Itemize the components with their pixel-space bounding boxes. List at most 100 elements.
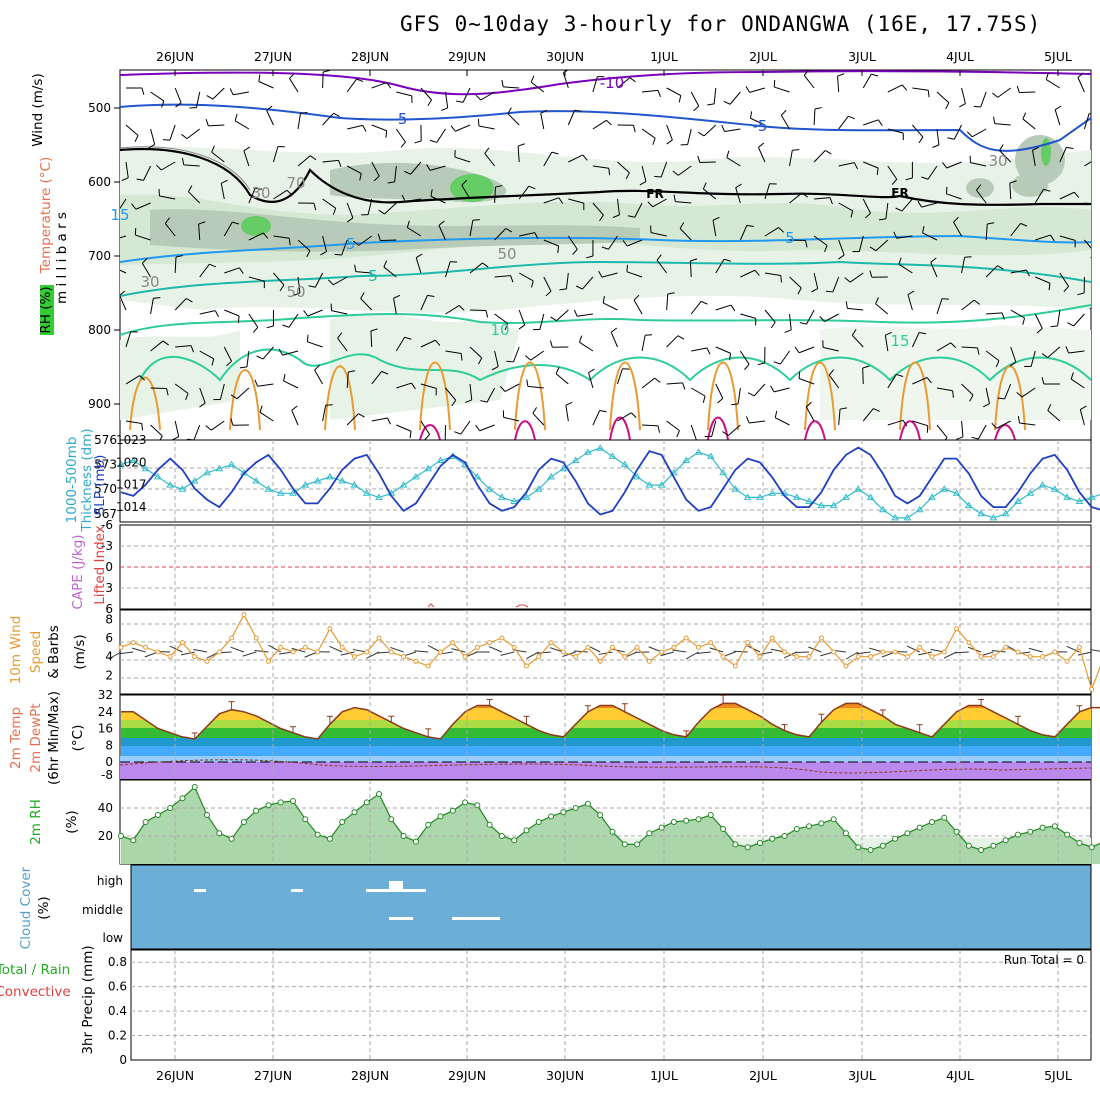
wind-barb-flag (973, 105, 981, 108)
wind-barb (135, 202, 151, 210)
wind-barb (1035, 234, 1051, 241)
wind-barb-flag (288, 238, 291, 246)
top-date-label: 29JUN (448, 49, 486, 64)
wind10m-tick-label: 2 (105, 668, 113, 682)
wind10m-barb (451, 648, 466, 653)
wind-barb (577, 313, 593, 317)
slp-axis-label: SLP (mb) (92, 455, 108, 516)
thickness-markers (117, 444, 1096, 521)
wind-barb-flag (654, 377, 661, 383)
wind-barb (257, 383, 274, 387)
thickness-tick-label: 567 (94, 507, 117, 521)
wind-barb (1034, 313, 1043, 329)
wind-barb-flag (735, 183, 742, 189)
thickness-marker (608, 452, 617, 459)
cloud-background (130, 864, 1092, 950)
wind-barb (838, 239, 845, 256)
thickness-marker (362, 489, 371, 496)
wind10m-marker (696, 644, 702, 650)
wind-barb-flag (506, 360, 514, 363)
wind-barb-flag (346, 217, 354, 223)
wind-barb (985, 224, 988, 241)
wind-barb (494, 228, 507, 241)
wind-barb-flag (1009, 180, 1017, 184)
wind-barb (195, 91, 201, 108)
wind-barb (617, 198, 620, 215)
rh2m-fill (121, 787, 1100, 864)
wind-barb (1034, 189, 1044, 204)
li-grid (120, 525, 1091, 609)
wind-barb-flag (475, 424, 481, 432)
rh2m-marker (658, 824, 665, 831)
wind-barb (125, 375, 140, 385)
wind-barb-flag (190, 345, 194, 353)
wind-barb (875, 303, 889, 315)
wind-barb (262, 346, 274, 360)
wind-barb-flag (811, 288, 818, 293)
wind-barb-flag (586, 255, 594, 259)
wind-barb (634, 202, 643, 218)
wind-barb-flag (922, 226, 925, 234)
rh2m-marker (756, 840, 763, 846)
wind-barb-flag (121, 177, 129, 182)
thickness-marker (756, 493, 764, 500)
slp-tick-label: 1020 (116, 455, 147, 469)
rh2m-tick-label: 40 (98, 801, 113, 815)
wind-barb (530, 350, 545, 361)
wind-barb-flag (723, 258, 731, 262)
wind10m-unit-label: (m/s) (72, 634, 88, 669)
wind-barb (504, 383, 520, 392)
rh2m-marker (167, 805, 174, 811)
wind10m-barb (686, 651, 699, 660)
wind10m-marker (622, 654, 628, 660)
wind10m-marker (794, 654, 800, 660)
wind10m-marker (806, 654, 812, 660)
thickness-marker (215, 464, 224, 472)
wind10m-marker (1089, 686, 1095, 692)
rh2m-marker (388, 816, 395, 823)
wind-barb (125, 161, 129, 178)
wind-barb (814, 197, 831, 200)
wind-barb (494, 350, 499, 367)
wind-barb-flag (252, 326, 259, 333)
wind-barb (410, 161, 422, 175)
wind-barb (912, 87, 929, 91)
wind-barb-flag (805, 401, 812, 408)
upper-air-panel: -10 -5 -5 -5 5 5 10 15 15 FR FR 30 70 30 50 50 30 500 600… (30, 69, 1100, 441)
wind10m-marker (708, 640, 714, 646)
precip-grid (131, 950, 1091, 1060)
top-date-label: 3JUL (848, 49, 876, 64)
wind-barb-flag (507, 107, 512, 114)
cloud-unit-label: (%) (36, 896, 52, 919)
wind-barb-flag (754, 269, 760, 276)
wind-barb (687, 128, 692, 145)
wind-barb (774, 86, 790, 93)
wind-barb-flag (864, 212, 871, 219)
wind-barb (174, 383, 189, 394)
wind-barb (757, 147, 766, 163)
rh2m-marker (1076, 840, 1083, 846)
wind-barb (936, 298, 943, 315)
bottom-date-label: 26JUN (156, 1068, 194, 1083)
wind-barb (666, 420, 680, 432)
wind-barb-flag (354, 264, 357, 272)
wind-barb (885, 202, 889, 219)
wind10m-marker (880, 649, 886, 655)
wind-barb (396, 424, 412, 432)
wind-barb (1054, 109, 1061, 126)
rh2m-marker (118, 833, 124, 839)
wind-barb (837, 76, 840, 93)
rh2m-marker (830, 816, 837, 823)
wind-barb-flag (161, 100, 165, 108)
wind-barb-flag (451, 399, 457, 407)
wind10m-markers (118, 612, 1095, 692)
wind-barb (740, 313, 756, 319)
thickness-axis-label-2: Thickness (dm) (79, 428, 95, 532)
thickness-marker (129, 456, 138, 463)
wind-barb-flag (1043, 188, 1051, 192)
wind-barb (331, 310, 348, 315)
wind-barb (1095, 340, 1100, 347)
thickness-marker (473, 472, 482, 480)
thickness-marker (559, 464, 568, 472)
cloud-panel: high middle low Cloud Cover (%) (18, 864, 1092, 950)
